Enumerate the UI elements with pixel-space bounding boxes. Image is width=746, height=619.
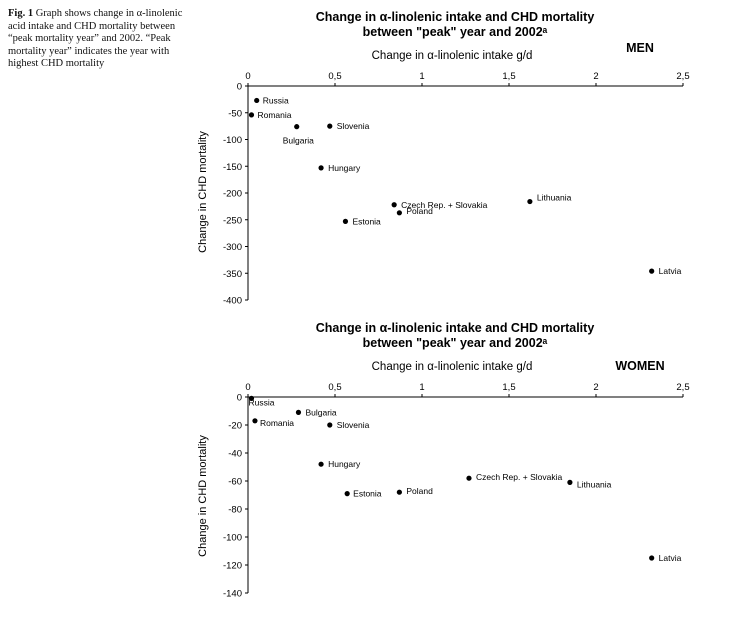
women-point-russia — [248, 395, 255, 401]
men-x-tick-label: 1 — [419, 71, 424, 82]
men-point-lithuania — [527, 198, 533, 205]
men-y-tick-label: -300 — [223, 242, 242, 253]
women-x-tick-label: 1 — [419, 382, 424, 393]
men-point-hungary — [318, 165, 324, 171]
women-y-tick-label: -80 — [228, 505, 242, 516]
women-y-tick-label: -140 — [223, 589, 242, 600]
men-y-tick-label: -50 — [228, 108, 242, 119]
women-point-bulgaria — [295, 409, 302, 415]
men-y-tick-label: -100 — [223, 135, 242, 146]
men-x-tick-label: 0,5 — [328, 71, 341, 82]
men-chart-title: Change in α-linolenic intake and CHD mor… — [316, 10, 595, 24]
women-point-label-hungary: Hungary — [328, 459, 361, 469]
men-y-tick-label: -400 — [223, 296, 242, 307]
men-point-romania — [248, 112, 255, 118]
men-point-slovenia — [327, 123, 333, 129]
men-point-poland — [396, 210, 402, 216]
men-x-tick-label: 2 — [593, 71, 598, 82]
women-point-label-russia: Russia — [248, 397, 274, 407]
women-point-romania — [252, 418, 258, 424]
women-x-tick-label: 1,5 — [502, 382, 515, 393]
men-point-label-russia: Russia — [263, 95, 289, 105]
women-group-label: WOMEN — [615, 359, 664, 373]
men-y-tick-label: -350 — [223, 269, 242, 280]
men-y-tick-label: -200 — [223, 189, 242, 200]
women-chart-title: Change in α-linolenic intake and CHD mor… — [316, 321, 595, 335]
men-point-estonia — [342, 218, 349, 224]
women-x-tick-label: 2,5 — [676, 382, 689, 393]
women-point-latvia — [649, 555, 655, 561]
women-x-tick-label: 0,5 — [328, 382, 341, 393]
men-point-label-lithuania: Lithuania — [537, 193, 572, 203]
men-point-label-latvia: Latvia — [659, 266, 682, 276]
men-x-tick-label: 0 — [245, 71, 250, 82]
women-point-czech-rep-slovakia — [466, 475, 472, 481]
men-x-tick-label: 2,5 — [676, 71, 689, 82]
men-point-label-hungary: Hungary — [328, 163, 361, 173]
women-point-slovenia — [327, 422, 333, 428]
women-x-tick-label: 2 — [593, 382, 598, 393]
women-y-tick-label: -40 — [228, 449, 242, 460]
men-group-label: MEN — [626, 41, 654, 55]
women-point-label-poland: Poland — [406, 486, 433, 496]
men-point-label-poland: Poland — [406, 206, 433, 216]
men-point-label-estonia: Estonia — [352, 216, 381, 226]
women-chart-subtitle: between "peak" year and 2002ᵃ — [363, 336, 548, 350]
figure-label: Fig. 1 — [8, 8, 34, 19]
women-point-label-estonia: Estonia — [353, 489, 382, 499]
figure-caption-text: Graph shows change in α-linolenic acid i… — [8, 8, 183, 69]
women-x-tick-label: 0 — [245, 382, 250, 393]
women-point-label-romania: Romania — [260, 418, 294, 428]
men-y-axis-label: Change in CHD mortality — [197, 131, 209, 253]
men-point-label-slovenia: Slovenia — [337, 121, 370, 131]
women-y-axis-label: Change in CHD mortality — [197, 435, 209, 557]
figure-caption: Fig. 1 Graph shows change in α-linolenic… — [8, 8, 188, 71]
women-point-label-latvia: Latvia — [659, 553, 682, 563]
women-point-label-lithuania: Lithuania — [577, 479, 612, 489]
men-x-axis-label: Change in α-linolenic intake g/d — [372, 50, 533, 62]
women-point-poland — [396, 489, 402, 495]
men-y-tick-label: 0 — [237, 82, 242, 93]
men-point-label-bulgaria: Bulgaria — [283, 136, 314, 146]
men-point-label-czech-rep-slovakia: Czech Rep. + Slovakia — [401, 200, 487, 210]
men-y-tick-label: -150 — [223, 162, 242, 173]
men-point-latvia — [649, 268, 655, 274]
women-y-tick-label: -60 — [228, 477, 242, 488]
women-point-lithuania — [567, 479, 573, 485]
men-point-label-romania: Romania — [257, 110, 291, 120]
women-point-estonia — [344, 491, 350, 497]
women-point-label-slovenia: Slovenia — [337, 420, 370, 430]
men-point-czech-rep-slovakia — [391, 202, 397, 208]
men-x-tick-label: 1,5 — [502, 71, 515, 82]
men-point-bulgaria — [294, 124, 300, 130]
women-point-label-czech-rep-slovakia: Czech Rep. + Slovakia — [476, 472, 562, 482]
men-chart-subtitle: between "peak" year and 2002ᵃ — [363, 25, 548, 39]
women-point-label-bulgaria: Bulgaria — [305, 407, 336, 417]
women-point-hungary — [318, 461, 324, 467]
men-point-russia — [254, 97, 260, 104]
women-y-tick-label: 0 — [237, 393, 242, 404]
women-x-axis-label: Change in α-linolenic intake g/d — [372, 361, 533, 373]
men-y-tick-label: -250 — [223, 215, 242, 226]
women-y-tick-label: -20 — [228, 421, 242, 432]
women-y-tick-label: -120 — [223, 561, 242, 572]
women-y-tick-label: -100 — [223, 533, 242, 544]
